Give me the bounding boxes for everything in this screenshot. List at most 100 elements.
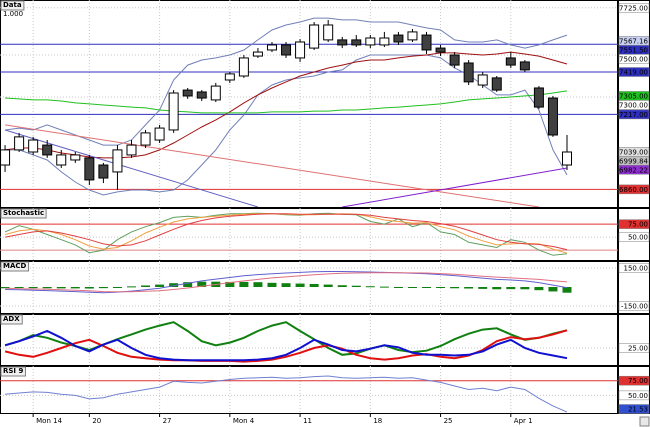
panel-title: Stochastic [3,209,44,217]
level-label-box [618,219,650,229]
panel [0,208,618,261]
panel-title: MACD [3,262,27,270]
histogram-bar [379,286,389,288]
title-box [0,314,23,325]
candle-body [491,77,502,91]
x-tick-label: 18 [373,417,382,425]
histogram-bar [534,287,544,291]
price-tag: 7039.00 [619,148,648,156]
candle-body [266,44,277,51]
histogram-bar [520,287,530,290]
x-tick-label: Mon 4 [233,417,255,425]
histogram-bar [0,287,10,289]
candle-body [252,51,263,57]
histogram-bar [14,287,24,289]
level-label: 6860.00 [619,186,648,194]
histogram-bar [436,287,446,289]
candle-body [407,31,418,41]
trend-line [5,124,539,207]
histogram-bar [141,285,151,287]
histogram-bar [393,287,403,288]
candle-body [140,132,151,146]
histogram-bar [478,287,488,289]
y-tick-label-box [618,232,650,242]
candle-body [210,85,221,101]
x-tick-label: 27 [163,417,172,425]
plot-area [0,314,618,365]
histogram-bar [337,285,347,287]
histogram-bar [155,284,165,287]
panel [0,314,618,366]
series-line [4,212,568,256]
y-tick-label-box [618,343,650,353]
histogram-bar [84,287,94,289]
candle-body [351,39,362,46]
level-label: 7419.00 [619,69,648,77]
histogram-bar [253,282,263,287]
plot-area [0,261,618,313]
price-tag: 7567.16 [619,37,648,45]
panel-title: Data [3,1,22,9]
price-tag: 7305.00 [619,92,648,100]
histogram-bar [562,287,572,293]
x-tick-label: Mon 14 [36,417,62,425]
level-label: 7551.50 [619,46,648,54]
panel-title: ADX [3,315,20,323]
candle-body [533,87,544,108]
x-tick-label: 25 [444,417,453,425]
y-tick-label-box [618,263,650,273]
histogram-bar [183,282,193,287]
y-tick-label-box [618,390,650,401]
candle-body [98,164,109,179]
panel-title: RSI 9 [3,367,23,375]
series-line [4,329,568,362]
candle-body [379,37,390,46]
candle-body [281,44,292,56]
title-box [0,0,25,11]
candle-body [477,74,488,86]
axis-panel [618,314,650,366]
price-tag: 6982.22 [619,166,648,174]
level-label-box [618,67,650,77]
plot-area [0,0,618,207]
series-line [5,272,568,293]
price-tag-box [618,165,650,175]
title-box [0,366,26,377]
histogram-bar [56,287,66,289]
level-label: 75.00 [628,221,648,229]
level-label: 7217.00 [619,111,648,119]
corner-box [639,416,650,427]
histogram-bar [225,281,235,287]
histogram-bar [239,281,249,287]
histogram-bar [267,282,277,287]
y-tick-label: 7725.00 [619,4,648,12]
candle-body [112,149,123,173]
candle-body [168,92,179,131]
y-tick-label: 7500.00 [619,55,648,63]
x-tick-label: 20 [92,417,101,425]
histogram-bar [309,283,319,287]
candle-body [309,24,320,49]
histogram-bar [323,284,333,287]
y-tick-label-box [618,54,650,64]
x-tick-label: 11 [303,417,312,425]
x-tick-label: Apr 1 [514,417,533,425]
candle-body [449,54,460,66]
y-tick-label: 7300.00 [619,101,648,109]
series-line [5,213,568,251]
candle-body [224,73,235,81]
histogram-bar [42,287,52,289]
candle-body [365,37,376,46]
level-label-box [618,184,650,195]
candle-body [435,47,446,53]
level-label: 75.00 [628,377,648,385]
candle-body [0,149,11,166]
histogram-bar [422,287,432,288]
candle-body [154,127,165,141]
level-label-box [618,109,650,120]
candle-body [393,34,404,43]
candle-body [295,41,306,59]
y-tick-label: 50.00 [628,392,648,400]
series-line [5,375,568,413]
